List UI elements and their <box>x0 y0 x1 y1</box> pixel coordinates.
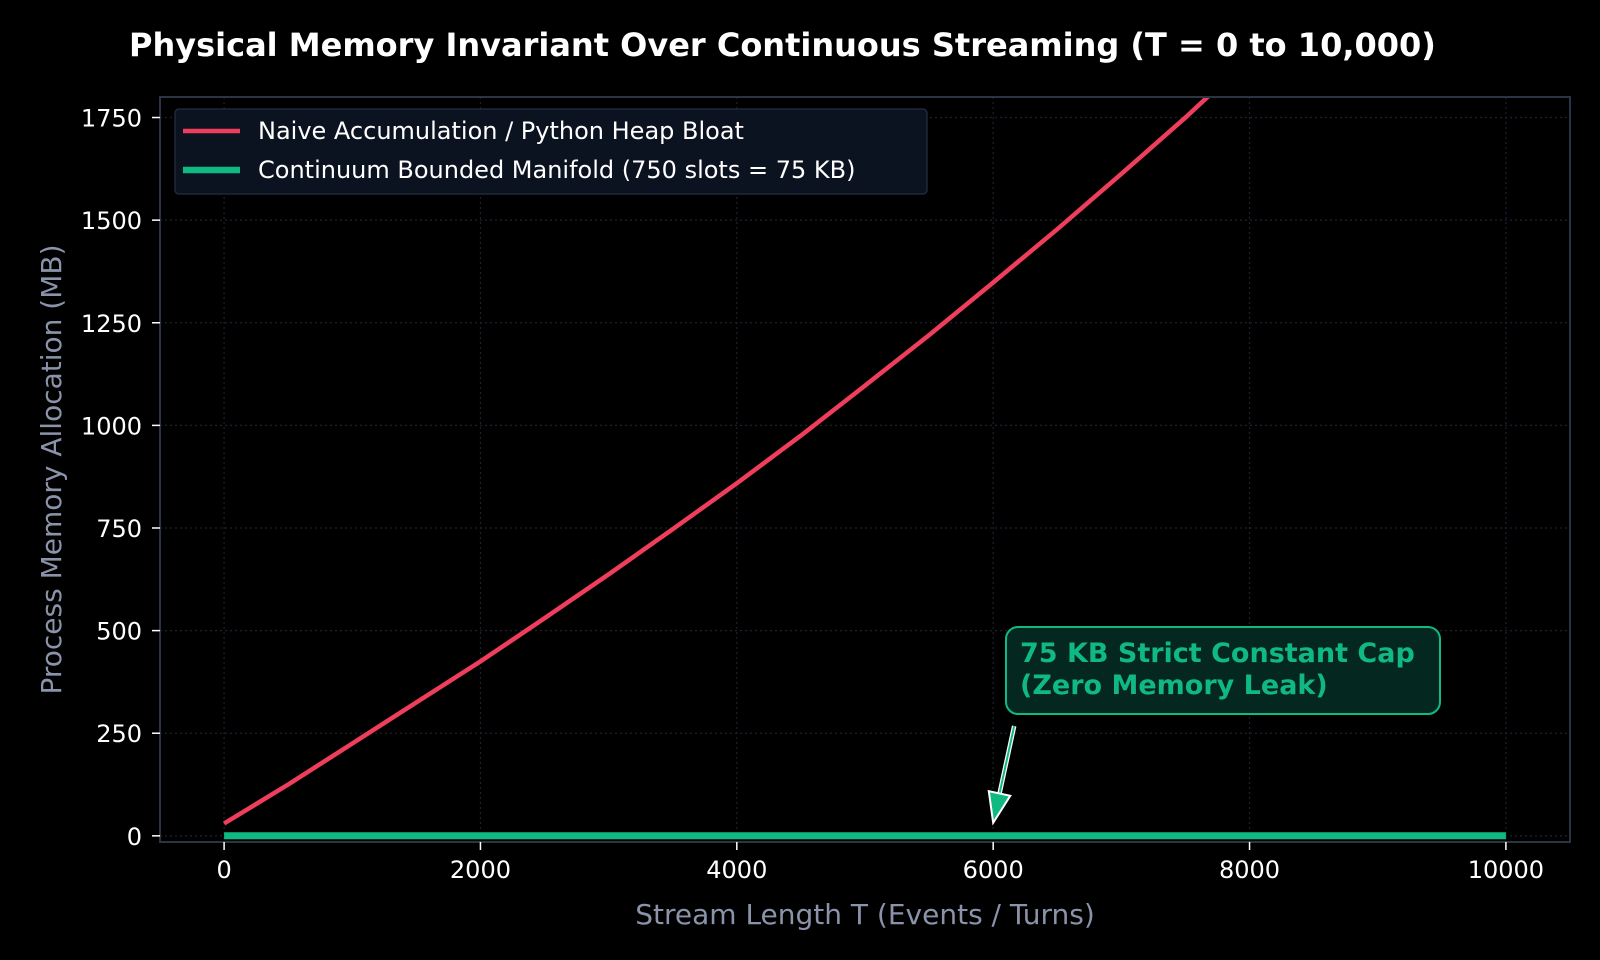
series-line-naive <box>222 97 1211 826</box>
legend-box <box>174 108 928 195</box>
annotation: 75 KB Strict Constant Cap(Zero Memory Le… <box>987 626 1441 826</box>
legend-label: Continuum Bounded Manifold (750 slots = … <box>258 156 855 184</box>
y-tick-label: 1250 <box>81 310 142 338</box>
legend-label: Naive Accumulation / Python Heap Bloat <box>258 117 744 145</box>
tick-layer: 0 2000 4000 6000 8000 10000 0 250 500 750 1000 1250… <box>81 105 1544 884</box>
plot-frame <box>159 96 1571 843</box>
y-tick-label: 500 <box>96 618 142 646</box>
y-tick-label: 1000 <box>81 412 142 440</box>
x-axis-label: Stream Length T (Events / Turns) <box>635 898 1095 931</box>
x-tick-label: 0 <box>216 856 231 884</box>
x-tick-label: 8000 <box>1219 856 1280 884</box>
annotation-text: (Zero Memory Leak) <box>1020 670 1328 701</box>
x-tick-label: 10000 <box>1468 856 1544 884</box>
x-tick-label: 4000 <box>706 856 767 884</box>
annotation-text: 75 KB Strict Constant Cap <box>1020 638 1415 669</box>
y-tick-label: 750 <box>96 515 142 543</box>
y-tick-label: 1500 <box>81 207 142 235</box>
annotation-arrow-head <box>987 789 1012 826</box>
legend: Naive Accumulation / Python Heap Bloat Co… <box>174 108 928 195</box>
series-layer <box>222 97 1506 840</box>
annotation-arrow-shaft <box>998 725 1016 794</box>
y-tick-label: 250 <box>96 720 142 748</box>
y-axis-label: Process Memory Allocation (MB) <box>35 244 68 694</box>
y-tick-label: 0 <box>127 823 142 851</box>
chart-title: Physical Memory Invariant Over Continuou… <box>129 26 1436 64</box>
annotation-box <box>1005 626 1441 715</box>
y-tick-label: 1750 <box>81 105 142 133</box>
x-tick-label: 6000 <box>963 856 1024 884</box>
x-tick-label: 2000 <box>450 856 511 884</box>
